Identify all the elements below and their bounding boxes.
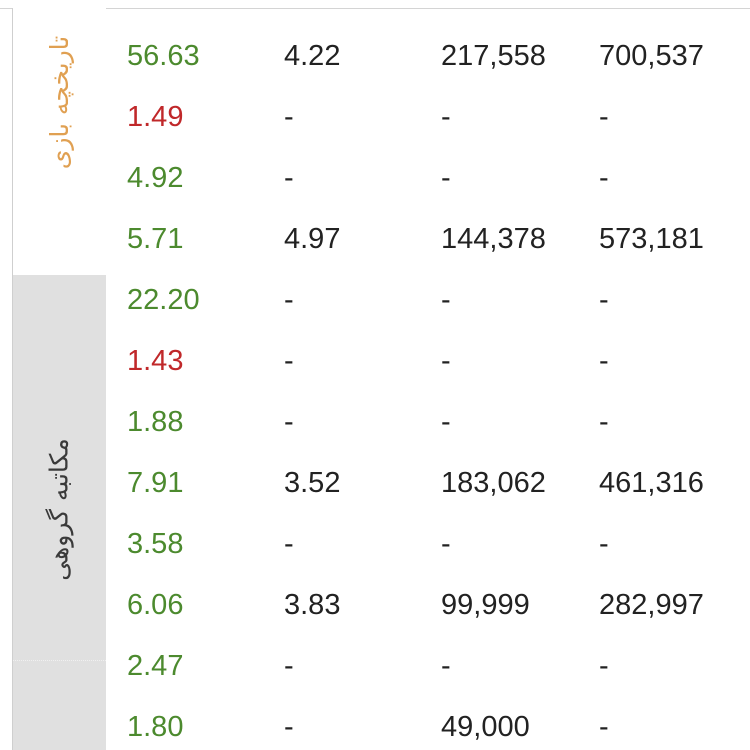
value-col-4: - [599, 284, 609, 316]
value-col-4: 282,997 [599, 589, 704, 621]
value-col-3: - [441, 406, 451, 438]
table-row[interactable]: 1.88 - - - [106, 392, 750, 453]
value-col-4: - [599, 406, 609, 438]
value-col-3: 49,000 [441, 711, 530, 743]
value-col-4: 573,181 [599, 223, 704, 255]
rate-value: 7.91 [127, 467, 184, 499]
value-col-3: - [441, 650, 451, 682]
value-col-2: - [284, 406, 294, 438]
table-row[interactable]: 5.71 4.97 144,378 573,181 [106, 209, 750, 270]
value-col-2: - [284, 345, 294, 377]
left-divider [12, 8, 13, 750]
value-col-2: - [284, 528, 294, 560]
table-row[interactable]: 1.49 - - - [106, 87, 750, 148]
table-row[interactable]: 56.63 4.22 217,558 700,537 [106, 26, 750, 87]
group-game-history[interactable]: تاریخچه بازی [13, 8, 106, 272]
top-divider [0, 0, 750, 9]
rate-value: 6.06 [127, 589, 184, 621]
group-group-chat[interactable]: مکاتبه گروهی [13, 275, 106, 750]
rate-value: 4.92 [127, 162, 184, 194]
stats-rows: 56.63 4.22 217,558 700,537 1.49 - - - 4.92 - - - 5.7… [106, 26, 750, 750]
value-col-2: 3.52 [284, 467, 341, 499]
table-row[interactable]: 2.47 - - - [106, 636, 750, 697]
value-col-4: - [599, 101, 609, 133]
value-col-2: - [284, 650, 294, 682]
group-group-chat-label: مکاتبه گروهی [45, 438, 74, 581]
value-col-4: - [599, 528, 609, 560]
rate-value: 5.71 [127, 223, 184, 255]
value-col-3: - [441, 284, 451, 316]
rate-value: 2.47 [127, 650, 184, 682]
value-col-3: - [441, 345, 451, 377]
value-col-4: - [599, 162, 609, 194]
table-row[interactable]: 7.91 3.52 183,062 461,316 [106, 453, 750, 514]
table-row[interactable]: 6.06 3.83 99,999 282,997 [106, 575, 750, 636]
value-col-4: 461,316 [599, 467, 704, 499]
group-game-history-label: تاریخچه بازی [45, 35, 75, 170]
value-col-2: - [284, 284, 294, 316]
value-col-3: - [441, 101, 451, 133]
value-col-3: - [441, 528, 451, 560]
value-col-4: 700,537 [599, 40, 704, 72]
value-col-3: 183,062 [441, 467, 546, 499]
value-col-2: 3.83 [284, 589, 341, 621]
value-col-4: - [599, 345, 609, 377]
value-col-2: - [284, 711, 294, 743]
rate-value: 56.63 [127, 40, 200, 72]
rate-value: 22.20 [127, 284, 200, 316]
value-col-2: 4.22 [284, 40, 341, 72]
rate-value: 1.88 [127, 406, 184, 438]
value-col-3: 144,378 [441, 223, 546, 255]
table-row[interactable]: 4.92 - - - [106, 148, 750, 209]
value-col-3: 217,558 [441, 40, 546, 72]
value-col-4: - [599, 650, 609, 682]
panel-divider [13, 660, 106, 661]
value-col-3: - [441, 162, 451, 194]
value-col-2: - [284, 162, 294, 194]
table-row[interactable]: 1.43 - - - [106, 331, 750, 392]
value-col-4: - [599, 711, 609, 743]
value-col-3: 99,999 [441, 589, 530, 621]
rate-value: 1.80 [127, 711, 184, 743]
rate-value: 3.58 [127, 528, 184, 560]
rate-value: 1.43 [127, 345, 184, 377]
rate-value: 1.49 [127, 101, 184, 133]
value-col-2: 4.97 [284, 223, 341, 255]
value-col-2: - [284, 101, 294, 133]
table-row[interactable]: 22.20 - - - [106, 270, 750, 331]
table-row[interactable]: 3.58 - - - [106, 514, 750, 575]
table-row[interactable]: 1.80 - 49,000 - [106, 697, 750, 750]
